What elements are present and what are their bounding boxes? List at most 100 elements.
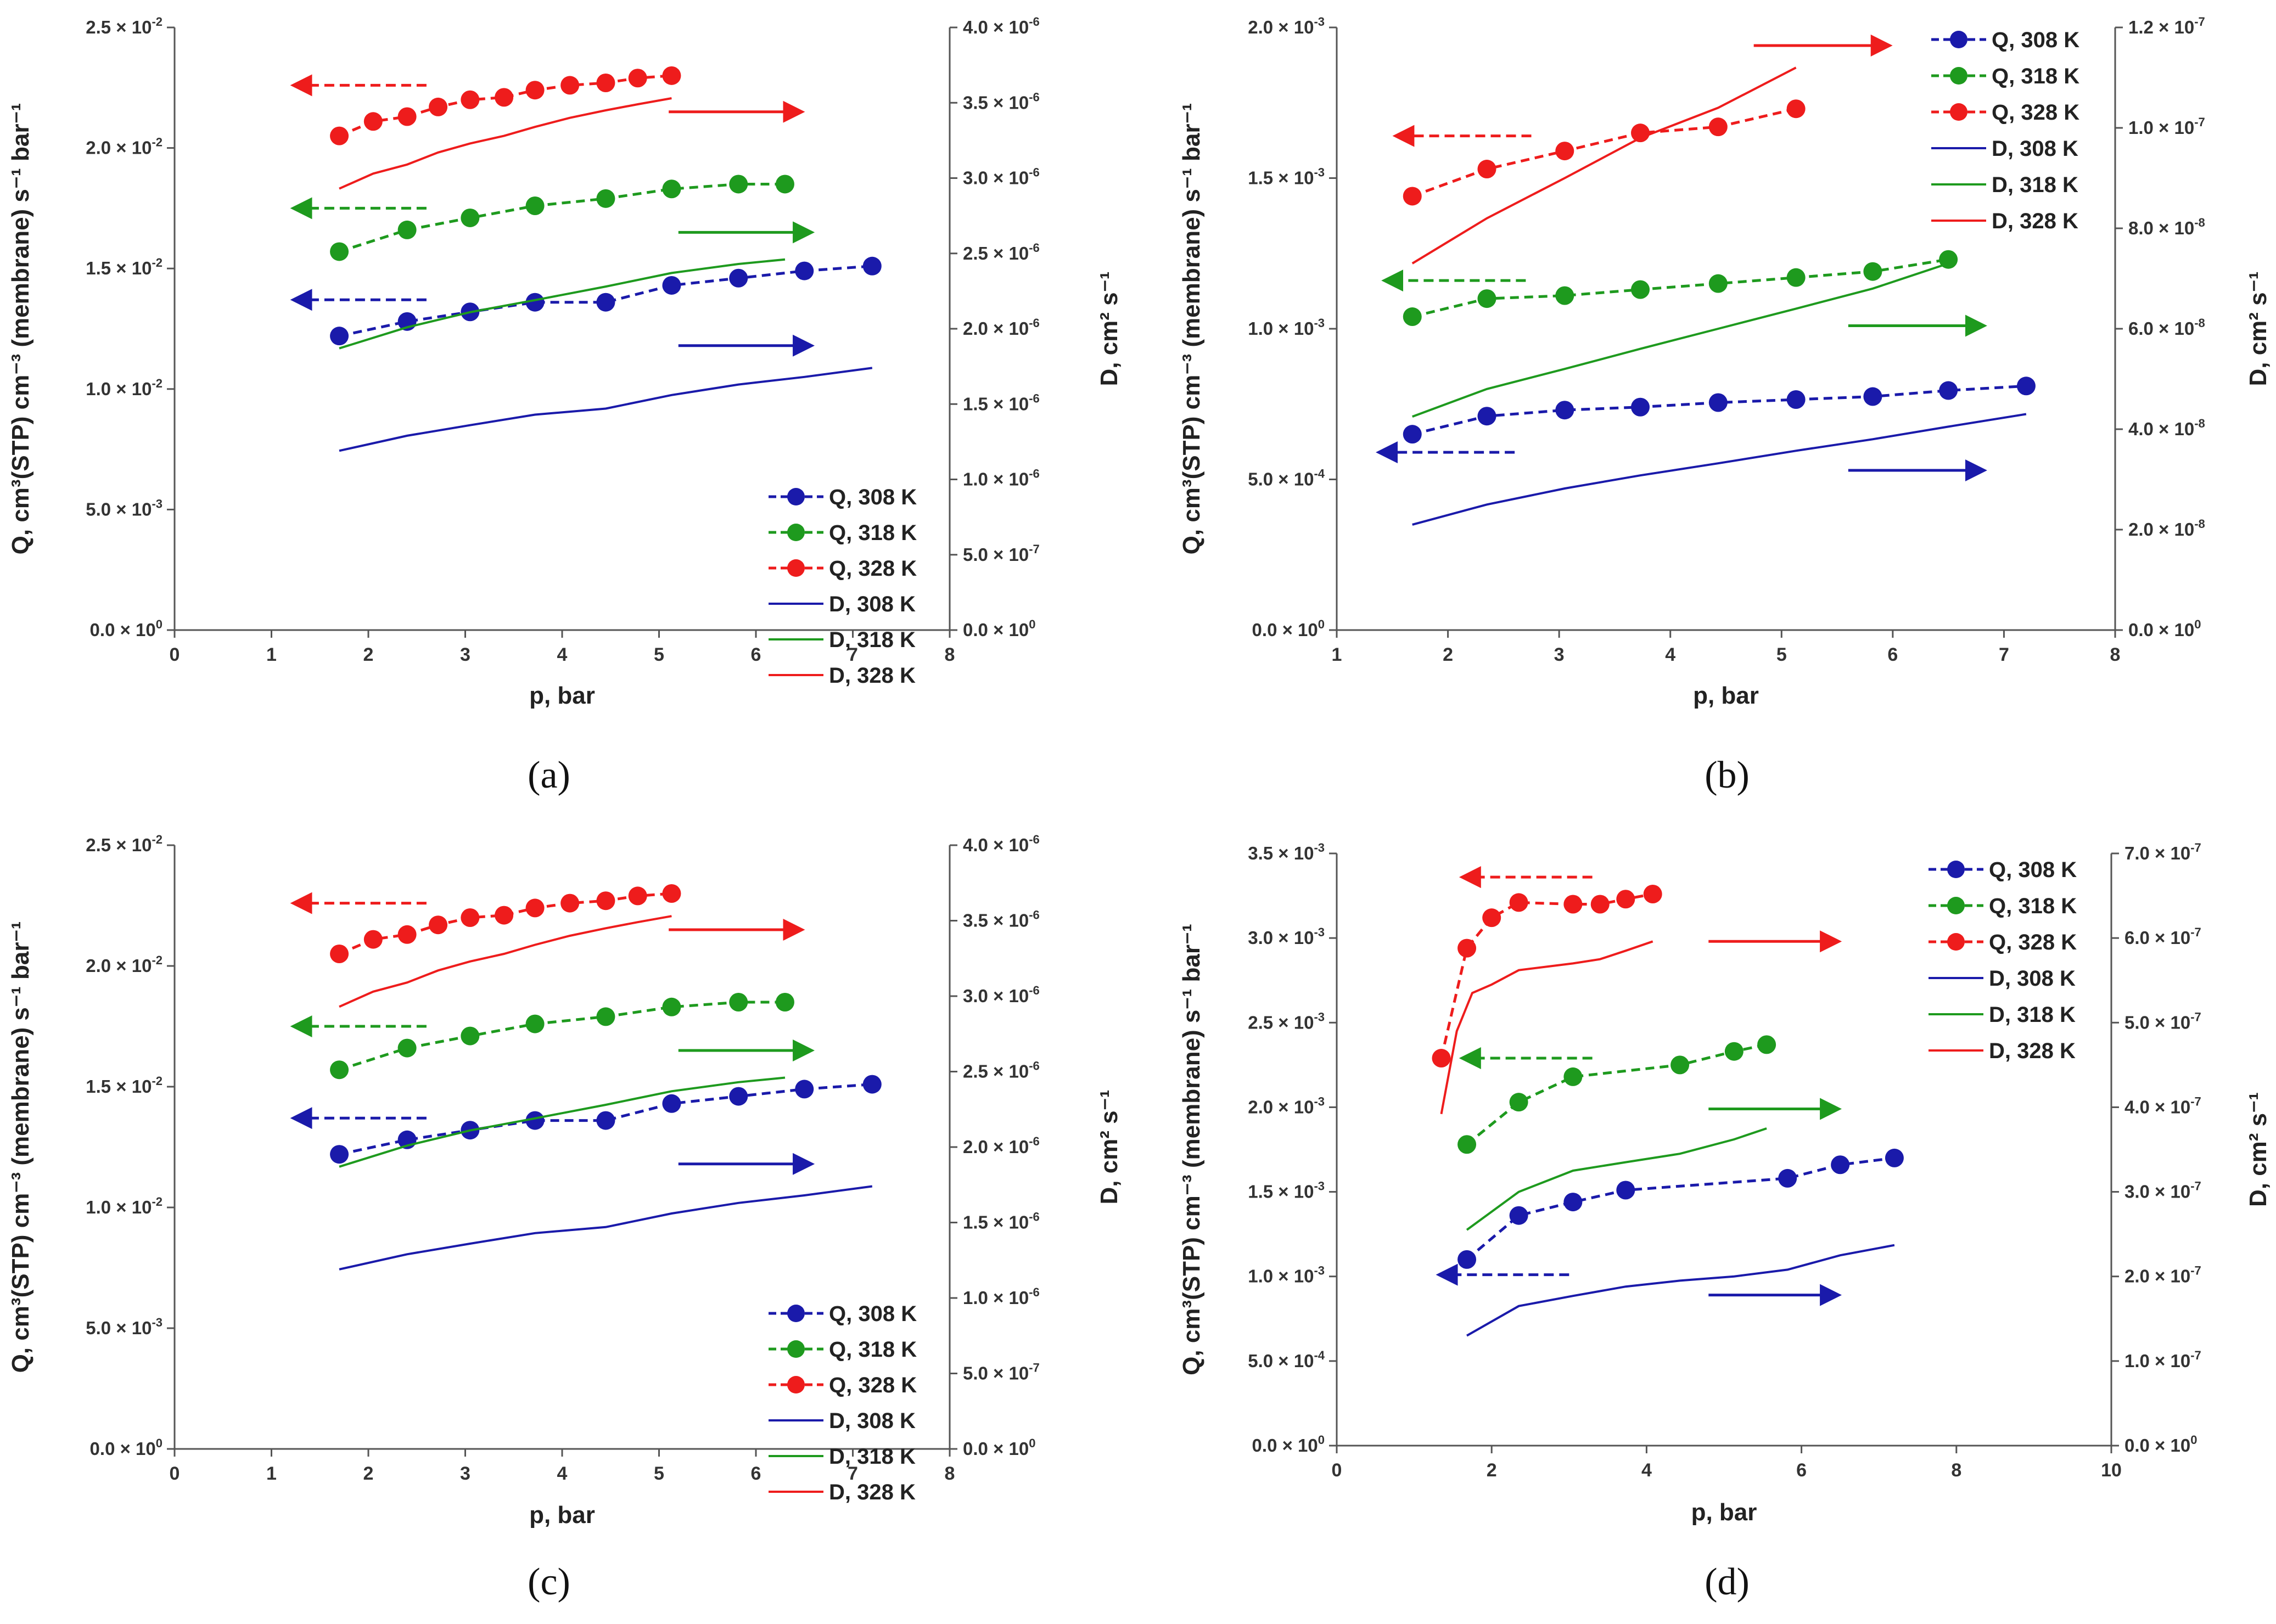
x-tick-label: 6 (751, 644, 761, 665)
data-point-q-308-k (1631, 397, 1650, 417)
y-right-tick-label-mantissa: 4.0 × 10 (963, 17, 1029, 37)
y-right-tick-label: 2.5 × 10-6 (963, 241, 1040, 263)
x-tick-label: 8 (945, 644, 955, 665)
y-right-tick-label-exponent: 0 (1029, 1436, 1035, 1450)
legend-label-d-328-k: D, 328 K (829, 664, 916, 688)
x-tick-label: 7 (848, 644, 858, 665)
y-right-tick-label-mantissa: 2.0 × 10 (2124, 1266, 2190, 1286)
data-point-q-318-k (662, 179, 681, 199)
data-point-q-308-k (662, 1094, 681, 1113)
chart-panel-b: 1 2 3 4 5 6 7 8 0.0 × 100 5.0 × 10-4 1.0 × 10-3 1.5… (1138, 0, 2276, 812)
y-right-tick-label-mantissa: 3.0 × 10 (963, 986, 1029, 1006)
panel-label: (d) (1705, 1561, 1750, 1603)
data-point-q-318-k (1509, 1093, 1528, 1112)
chart-panel-a: 0 1 2 3 4 5 6 7 8 0.0 × 100 5.0 × 10-3 1.0 × 10-2 1.… (0, 0, 1138, 812)
y-right-tick-label-mantissa: 1.0 × 10 (2128, 117, 2194, 138)
y-left-tick-label: 1.0 × 10-3 (1248, 1264, 1325, 1286)
y-right-tick-label-mantissa: 1.0 × 10 (963, 1288, 1029, 1308)
data-point-q-308-k (729, 1087, 748, 1106)
series-line-d-318-k (339, 1076, 786, 1168)
y-right-tick-label-exponent: -7 (2190, 1010, 2201, 1024)
series-line-d-318-k (1466, 1127, 1767, 1231)
y-left-tick-label-mantissa: 1.5 × 10 (86, 1076, 152, 1097)
y-left-tick-label-mantissa: 5.0 × 10 (1248, 469, 1314, 490)
y-left-tick-label: 1.0 × 10-3 (1248, 316, 1325, 339)
y-right-tick-label-mantissa: 4.0 × 10 (2128, 419, 2194, 439)
data-point-q-328-k (330, 945, 349, 963)
x-tick-label: 3 (460, 1463, 470, 1484)
y-left-tick-label-exponent: -2 (152, 833, 162, 846)
y-right-tick-label-mantissa: 5.0 × 10 (963, 544, 1029, 565)
legend-marker-q-328-k (787, 559, 805, 577)
y-right-tick-label-mantissa: 0.0 × 10 (963, 1438, 1029, 1459)
y-right-tick-label-mantissa: 0.0 × 10 (2128, 620, 2194, 640)
data-point-q-308-k (795, 1080, 814, 1099)
data-point-q-308-k (2016, 377, 2036, 396)
y-right-tick-label: 3.0 × 10-6 (963, 984, 1040, 1006)
y-left-tick-label-mantissa: 2.0 × 10 (1248, 1097, 1314, 1117)
y-left-tick-label-exponent: -2 (152, 256, 162, 269)
y-right-tick-label-exponent: -6 (1029, 984, 1040, 997)
x-tick-label: 6 (1796, 1460, 1807, 1481)
x-tick-label: 10 (2101, 1460, 2122, 1481)
y-left-tick-label: 2.0 × 10-2 (86, 953, 162, 976)
y-left-tick-label: 5.0 × 10-3 (86, 497, 162, 519)
y-right-tick-label-exponent: -6 (1029, 1210, 1040, 1224)
data-point-q-318-k (461, 208, 480, 227)
x-axis-title: p, bar (529, 1502, 595, 1529)
legend-marker-q-328-k (1950, 103, 1967, 121)
series-line-d-328-k (339, 915, 672, 1008)
x-tick-label: 4 (557, 644, 568, 665)
chart-panel-c: 0 1 2 3 4 5 6 7 8 0.0 × 100 5.0 × 10-3 1.0 × 10-2 1.… (0, 812, 1138, 1624)
y-left-tick-label: 0.0 × 100 (90, 1436, 162, 1459)
y-right-axis-title: D, cm² s⁻¹ (2245, 271, 2272, 386)
y-right-tick-label-exponent: -7 (2190, 925, 2201, 939)
y-left-tick-label-mantissa: 0.0 × 10 (1252, 620, 1318, 640)
x-tick-label: 4 (1641, 1460, 1652, 1481)
legend-marker-q-328-k (787, 1376, 805, 1393)
y-left-tick-label-mantissa: 0.0 × 10 (90, 620, 156, 640)
y-left-tick-label-mantissa: 2.5 × 10 (86, 17, 152, 37)
data-point-q-328-k (363, 930, 383, 949)
data-point-q-308-k (1616, 1181, 1635, 1200)
legend-label-d-308-k: D, 308 K (829, 1409, 916, 1433)
y-right-tick-label-exponent: -7 (1029, 1361, 1040, 1375)
data-point-q-328-k (1403, 187, 1422, 206)
y-right-tick-label-exponent: -6 (1029, 1134, 1040, 1148)
x-tick-label: 3 (1554, 644, 1565, 665)
y-left-axis-title: Q, cm³(STP) cm⁻³ (membrane) s⁻¹ bar⁻¹ (7, 921, 34, 1373)
data-point-q-308-k (1403, 425, 1422, 444)
data-point-q-318-k (775, 175, 794, 194)
x-tick-label: 4 (557, 1463, 568, 1484)
y-left-tick-label-exponent: -3 (1314, 316, 1325, 330)
x-tick-label: 7 (1999, 644, 2009, 665)
y-left-tick-label: 1.0 × 10-2 (86, 377, 162, 399)
x-axis-title: p, bar (529, 682, 595, 709)
data-point-q-308-k (795, 261, 814, 280)
data-point-q-308-k (729, 268, 748, 288)
y-left-tick-label: 2.5 × 10-2 (86, 15, 162, 37)
y-right-tick-label-mantissa: 6.0 × 10 (2124, 928, 2190, 948)
y-left-tick-label-mantissa: 1.0 × 10 (86, 379, 152, 399)
data-point-q-308-k (1477, 407, 1496, 426)
panel-label: (c) (528, 1561, 570, 1603)
data-point-q-328-k (1616, 890, 1635, 909)
data-point-q-328-k (1590, 895, 1610, 914)
legend-marker-q-318-k (1950, 67, 1967, 85)
y-left-tick-label-mantissa: 2.5 × 10 (86, 835, 152, 855)
legend-label-q-318-k: Q, 318 K (829, 521, 917, 545)
y-right-tick-label-mantissa: 0.0 × 10 (2124, 1435, 2190, 1456)
x-axis-title: p, bar (1691, 1499, 1757, 1526)
data-point-q-328-k (1631, 123, 1650, 143)
data-point-q-318-k (729, 993, 748, 1012)
y-right-tick-label-mantissa: 1.2 × 10 (2128, 17, 2194, 37)
series-line-q-308-k (339, 265, 872, 338)
data-point-q-328-k (1432, 1049, 1451, 1068)
series-line-q-328-k (339, 892, 672, 956)
y-left-tick-label-exponent: -3 (1314, 925, 1325, 939)
series-line-q-308-k (1466, 1156, 1895, 1261)
y-right-tick-label-exponent: -7 (2190, 1348, 2201, 1362)
legend-label-q-308-k: Q, 308 K (829, 1302, 917, 1326)
y-left-axis-title: Q, cm³(STP) cm⁻³ (membrane) s⁻¹ bar⁻¹ (7, 103, 34, 555)
